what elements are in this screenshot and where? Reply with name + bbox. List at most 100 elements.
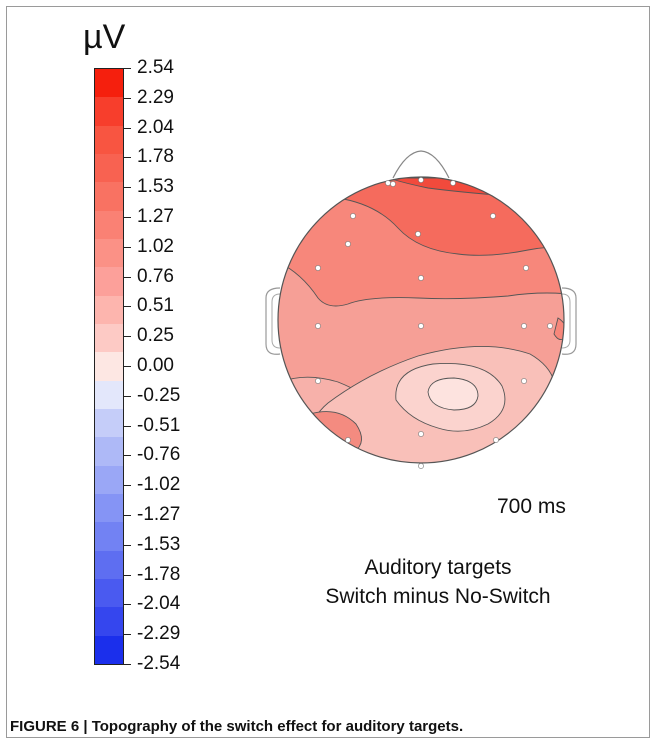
contour-region-center	[427, 377, 479, 411]
scale-segment	[95, 295, 123, 324]
scale-tick-label: -1.78	[137, 563, 181, 585]
scale-segment	[95, 153, 123, 183]
head-outline	[277, 176, 565, 464]
electrode-dot	[390, 181, 396, 187]
scale-tick-label: 0.51	[137, 295, 174, 317]
electrode-dot	[521, 323, 527, 329]
electrode-dot	[418, 323, 424, 329]
scale-tick-mark	[123, 276, 131, 278]
condition-label-line-1: Auditory targets	[364, 556, 512, 579]
scale-tick-label: 1.78	[137, 146, 174, 168]
scale-segment	[95, 323, 123, 353]
scale-segment	[95, 97, 123, 126]
scale-tick-label: 0.25	[137, 325, 174, 347]
unit-label: µV	[83, 18, 126, 56]
scale-tick-mark	[123, 544, 131, 546]
scale-segment	[95, 125, 123, 154]
electrode-dot	[315, 323, 321, 329]
scale-tick-mark	[123, 425, 131, 427]
scale-segment	[95, 465, 123, 494]
scale-tick-label: 2.29	[137, 86, 174, 108]
scale-segment	[95, 182, 123, 211]
scale-segment	[95, 69, 123, 98]
scale-tick-label: 1.27	[137, 206, 174, 227]
scale-tick-mark	[123, 574, 131, 576]
scale-tick-mark	[123, 246, 131, 248]
electrode-dot	[415, 231, 421, 237]
right-ear-outline	[561, 287, 577, 355]
scale-segment	[95, 550, 123, 579]
scale-tick-label: 1.53	[137, 176, 174, 198]
scale-segment	[95, 352, 123, 381]
scale-tick-label: -1.53	[137, 533, 181, 555]
scale-segment	[95, 607, 123, 636]
scale-tick-mark	[123, 217, 131, 218]
scale-tick-label: 0.76	[137, 265, 174, 287]
scale-tick-mark	[123, 187, 131, 189]
scale-segment	[95, 578, 123, 608]
electrode-dot	[418, 177, 424, 183]
scale-tick-label: -2.04	[137, 593, 181, 615]
scale-tick-label: -0.25	[137, 384, 181, 406]
condition-label-line-2: Switch minus No-Switch	[325, 585, 551, 608]
scale-tick-label: -0.51	[137, 414, 181, 436]
electrode-markers	[315, 177, 553, 469]
scale-tick-mark	[123, 336, 131, 338]
electrode-dot	[450, 180, 456, 186]
scale-segment	[95, 522, 123, 551]
scale-segment	[95, 267, 123, 296]
electrode-dot	[418, 431, 424, 437]
scale-segment	[95, 635, 123, 664]
electrode-dot	[547, 323, 553, 329]
electrode-dot	[385, 180, 391, 186]
scalp-topography-map	[265, 150, 577, 469]
scale-tick-label: 0.00	[137, 355, 174, 376]
electrode-dot	[418, 275, 424, 281]
scale-tick-mark	[123, 664, 131, 665]
right-ear-inner	[561, 293, 571, 349]
scale-tick-mark	[123, 604, 131, 606]
electrode-dot	[493, 437, 499, 443]
left-ear-inner	[271, 293, 281, 349]
figure-caption: FIGURE 6 | Topography of the switch effe…	[10, 718, 464, 735]
scale-tick-mark	[123, 485, 131, 487]
scale-tick-label: 2.54	[137, 57, 174, 78]
left-ear-outline	[265, 287, 281, 355]
scale-tick-mark	[123, 366, 131, 367]
scale-tick-mark	[123, 68, 131, 69]
scale-tick-label: 2.04	[137, 116, 174, 138]
scale-segment	[95, 493, 123, 523]
electrode-dot	[345, 241, 351, 247]
scale-tick-label: -2.54	[137, 653, 181, 674]
color-scale-bar	[94, 68, 124, 665]
electrode-dot	[523, 265, 529, 271]
electrode-dot	[490, 213, 496, 219]
scale-tick-label: -1.27	[137, 504, 181, 525]
electrode-dot	[315, 378, 321, 384]
scale-tick-mark	[123, 634, 131, 636]
scale-tick-mark	[123, 157, 131, 159]
nose-outline	[392, 150, 450, 179]
scale-segment	[95, 408, 123, 438]
figure-frame	[6, 6, 650, 738]
scale-segment	[95, 380, 123, 409]
scale-tick-label: -2.29	[137, 623, 181, 645]
electrode-dot	[345, 437, 351, 443]
scale-tick-mark	[123, 97, 131, 99]
scale-tick-mark	[123, 515, 131, 516]
electrode-dot	[315, 265, 321, 271]
scale-tick-label: 1.02	[137, 235, 174, 257]
scale-tick-mark	[123, 455, 131, 457]
scale-tick-mark	[123, 306, 131, 308]
scale-segment	[95, 238, 123, 268]
scale-segment	[95, 210, 123, 239]
electrode-dot	[418, 463, 424, 469]
scale-tick-label: -0.76	[137, 444, 181, 466]
electrode-dot	[521, 378, 527, 384]
scale-tick-label: -1.02	[137, 474, 181, 496]
time-label: 700 ms	[497, 495, 566, 518]
electrode-dot	[350, 213, 356, 219]
scale-tick-mark	[123, 127, 131, 129]
scale-tick-mark	[123, 395, 131, 397]
scale-segment	[95, 437, 123, 466]
